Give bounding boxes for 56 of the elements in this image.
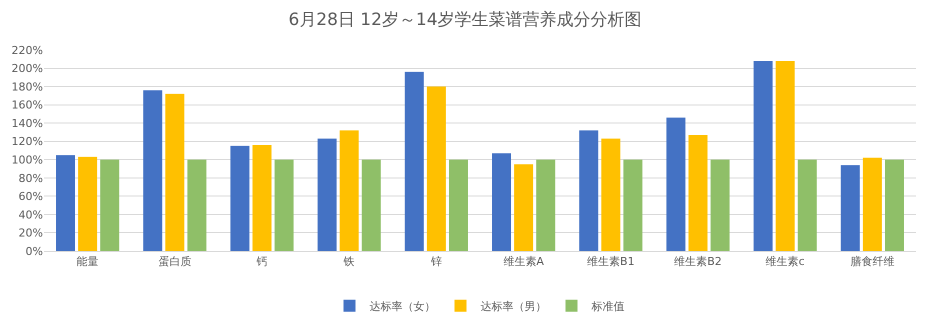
- bar: [165, 94, 184, 251]
- x-tick-label: 能量: [76, 255, 99, 268]
- chart-title: 6月28日 12岁～14岁学生菜谱营养成分分析图: [288, 10, 642, 30]
- bar: [688, 134, 708, 251]
- y-tick-label: 20%: [18, 226, 43, 240]
- y-tick-label: 120%: [12, 135, 43, 148]
- bar: [426, 86, 446, 251]
- bar: [884, 160, 904, 251]
- bar: [536, 160, 556, 251]
- bar: [252, 145, 272, 251]
- bar: [579, 130, 598, 251]
- legend-label: 标准值: [590, 300, 624, 313]
- y-tick-label: 200%: [12, 62, 43, 76]
- bar: [492, 153, 512, 251]
- x-tick-label: 铁: [342, 255, 355, 268]
- x-tick-label: 维生素c: [766, 255, 805, 268]
- y-tick-label: 0%: [26, 244, 43, 258]
- x-tick-label: 维生素B2: [674, 255, 722, 268]
- legend-label: 达标率（男）: [480, 300, 546, 313]
- bar: [862, 158, 882, 251]
- x-tick-label: 蛋白质: [158, 255, 192, 268]
- bar: [623, 160, 642, 251]
- bar: [666, 118, 686, 251]
- y-tick-label: 160%: [12, 98, 43, 112]
- x-tick-label: 锌: [430, 255, 442, 268]
- bar: [798, 160, 817, 251]
- bar: [318, 138, 337, 251]
- y-tick-label: 140%: [12, 116, 43, 130]
- bar: [448, 160, 468, 251]
- bar: [56, 155, 76, 251]
- y-tick-label: 180%: [12, 80, 43, 94]
- bar: [143, 90, 162, 251]
- bar: [404, 72, 424, 251]
- bar: [514, 164, 534, 251]
- y-tick-label: 100%: [12, 153, 43, 166]
- bar: [776, 60, 795, 251]
- y-tick-label: 60%: [18, 190, 43, 204]
- bar: [840, 165, 860, 251]
- bar: [187, 160, 206, 251]
- bar: [754, 60, 773, 251]
- y-tick-label: 220%: [12, 44, 43, 57]
- bar: [100, 160, 120, 251]
- bar: [340, 130, 359, 251]
- y-tick-label: 80%: [18, 172, 43, 185]
- legend-label: 达标率（女）: [370, 300, 436, 313]
- bar: [274, 160, 294, 251]
- bar: [362, 160, 381, 251]
- bar: [601, 138, 620, 251]
- bar: [78, 156, 98, 251]
- x-tick-label: 钙: [256, 255, 268, 268]
- y-tick-label: 40%: [18, 208, 43, 222]
- bar: [230, 146, 250, 251]
- x-tick-label: 维生素A: [503, 255, 544, 268]
- x-tick-label: 维生素B1: [587, 255, 635, 268]
- bar: [710, 160, 730, 251]
- x-tick-label: 膳食纤维: [850, 255, 894, 268]
